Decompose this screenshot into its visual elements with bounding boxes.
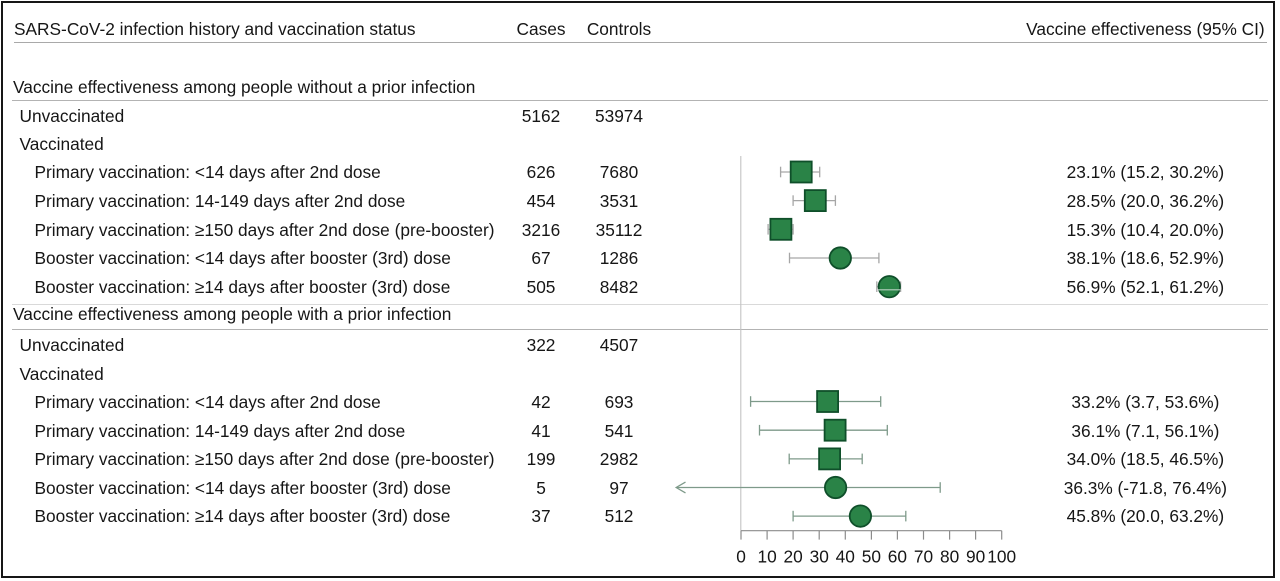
- svg-text:80: 80: [940, 546, 959, 566]
- svg-text:20: 20: [783, 546, 802, 566]
- svg-text:30: 30: [810, 546, 829, 566]
- svg-text:40: 40: [836, 546, 855, 566]
- svg-text:0: 0: [736, 546, 746, 566]
- svg-text:70: 70: [914, 546, 933, 566]
- svg-text:50: 50: [862, 546, 881, 566]
- svg-text:60: 60: [888, 546, 907, 566]
- svg-text:10: 10: [757, 546, 776, 566]
- svg-text:100: 100: [987, 546, 1016, 566]
- svg-text:90: 90: [966, 546, 985, 566]
